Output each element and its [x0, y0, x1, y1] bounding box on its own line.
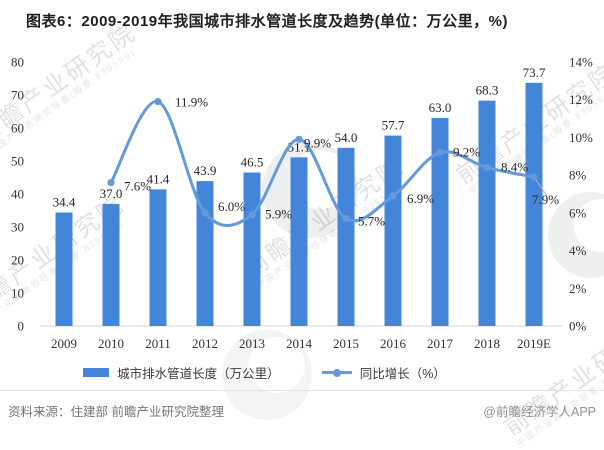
x-axis-label-2013: 2013 — [239, 336, 265, 351]
right-axis-tick-2: 2% — [569, 281, 587, 296]
x-axis-label-2011: 2011 — [145, 336, 171, 351]
bar-value-label-2018: 68.3 — [476, 83, 499, 98]
right-axis-tick-12: 12% — [569, 92, 593, 107]
pct-label-2010: 7.6% — [124, 179, 151, 194]
pct-label-2019E: 7.9% — [532, 192, 559, 207]
legend-line-swatch — [321, 368, 352, 377]
left-axis-tick-20: 20 — [11, 253, 24, 268]
bar-value-label-2013: 46.5 — [241, 155, 264, 170]
bar-2014 — [290, 157, 308, 326]
x-axis-label-2014: 2014 — [286, 336, 313, 351]
x-axis-label-2012: 2012 — [192, 336, 218, 351]
right-axis-tick-0: 0% — [569, 319, 587, 334]
pct-label-2014: 9.9% — [304, 135, 331, 150]
right-axis-tick-14: 14% — [569, 55, 593, 70]
growth-line — [109, 100, 536, 227]
line-marker-2015 — [342, 214, 350, 223]
legend-bar-label: 城市排水管道长度（万公里） — [117, 367, 280, 381]
source-text: 资料来源：住建部 前瞻产业研究院整理 — [8, 405, 224, 419]
chart-title: 图表6：2009-2019年我国城市排水管道长度及趋势(单位：万公里，%) — [26, 13, 508, 30]
line-marker-2010 — [107, 179, 115, 187]
line-marker-2019E — [530, 173, 538, 181]
label-leader-line — [535, 179, 548, 197]
right-axis-tick-4: 4% — [569, 243, 587, 258]
line-marker-2013 — [248, 211, 256, 219]
footer: 资料来源：住建部 前瞻产业研究院整理 @前瞻经济学人APP — [0, 390, 604, 430]
line-marker-2018 — [483, 164, 491, 172]
pct-label-2011: 11.9% — [175, 95, 208, 110]
bar-value-label-2016: 57.7 — [382, 118, 405, 133]
bar-value-label-2010: 37.0 — [100, 186, 123, 201]
right-axis-tick-6: 6% — [569, 205, 587, 220]
x-axis-label-2010: 2010 — [98, 336, 124, 351]
x-axis-label-2016: 2016 — [380, 336, 407, 351]
chart-legend: 城市排水管道长度（万公里） 同比增长（%） — [0, 363, 529, 382]
bar-value-label-2012: 43.9 — [194, 163, 217, 178]
line-marker-2012 — [201, 209, 209, 217]
left-axis-tick-60: 60 — [11, 121, 24, 136]
pct-label-2015: 5.7% — [358, 214, 385, 229]
left-axis-tick-50: 50 — [11, 154, 24, 169]
bar-2009 — [55, 212, 73, 326]
bar-value-label-2011: 41.4 — [147, 171, 170, 186]
x-axis-label-2019E: 2019E — [517, 336, 551, 351]
right-axis-tick-8: 8% — [569, 168, 587, 183]
x-axis-label-2015: 2015 — [333, 336, 359, 351]
legend-line-dot — [332, 368, 341, 377]
bar-value-label-2009: 34.4 — [53, 194, 76, 209]
left-axis-tick-70: 70 — [11, 88, 24, 103]
legend-item-bar: 城市排水管道长度（万公里） — [83, 363, 280, 382]
legend-item-line: 同比增长（%） — [321, 363, 446, 382]
line-marker-2017 — [436, 148, 444, 157]
legend-bar-swatch — [83, 368, 110, 377]
left-axis-tick-0: 0 — [18, 319, 25, 334]
left-axis-tick-80: 80 — [11, 55, 24, 70]
bar-2017 — [431, 118, 449, 326]
chart-plot: 0 10 20 30 40 50 60 70 80 0% 2% 4% 6% 8% 10% 12% 14% 2009… — [11, 55, 593, 352]
bar-2011 — [149, 189, 167, 326]
bar-2019E — [525, 82, 543, 326]
line-marker-2011 — [154, 98, 162, 106]
pct-label-2012: 6.0% — [218, 199, 245, 214]
legend-line-label: 同比增长（%） — [359, 367, 446, 381]
bar-2018 — [478, 100, 496, 326]
line-marker-2014 — [295, 135, 303, 143]
left-axis-tick-30: 30 — [11, 220, 24, 235]
x-axis-label-2009: 2009 — [51, 336, 77, 351]
credit-text: @前瞻经济学人APP — [483, 405, 596, 419]
chart-page: { "title": "图表6：2009-2019年我国城市排水管道长度及趋势(… — [0, 13, 604, 449]
x-axis-label-2018: 2018 — [474, 336, 500, 351]
line-marker-2016 — [389, 192, 397, 200]
pct-label-2016: 6.9% — [407, 191, 434, 206]
bar-2010 — [102, 203, 120, 326]
left-axis-tick-10: 10 — [11, 286, 24, 301]
pct-label-2013: 5.9% — [265, 207, 292, 222]
bar-value-label-2019E: 73.7 — [523, 65, 546, 80]
right-axis-tick-10: 10% — [569, 130, 593, 145]
left-axis-tick-40: 40 — [11, 187, 24, 202]
pct-label-2017: 9.2% — [453, 145, 480, 160]
bar-2016 — [384, 135, 402, 326]
bar-value-label-2017: 63.0 — [429, 100, 452, 115]
pct-label-2018: 8.4% — [501, 160, 528, 175]
bar-2013 — [243, 172, 261, 326]
x-axis-label-2017: 2017 — [427, 336, 454, 351]
bar-2015 — [337, 147, 355, 326]
bar-value-label-2015: 54.0 — [335, 130, 358, 145]
